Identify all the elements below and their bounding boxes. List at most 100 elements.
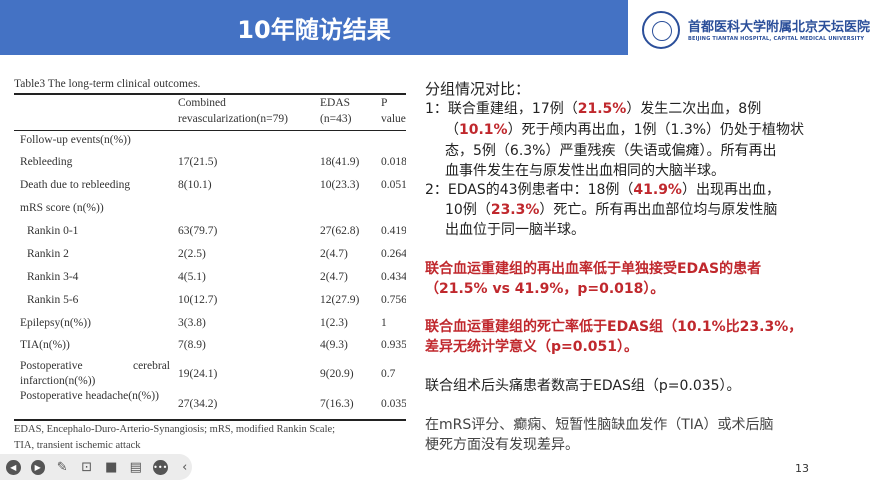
text-segment: （ — [445, 122, 459, 138]
text-line: 出血位于同一脑半球。 — [445, 219, 585, 239]
table-cell: 0.051 — [381, 179, 406, 191]
column-header: P — [381, 97, 388, 109]
text-segment: ）发生二次出血，8例 — [626, 101, 762, 117]
text-segment: 2：EDAS的43例患者中：18例（ — [425, 182, 634, 198]
table-cell: 4(5.1) — [178, 271, 206, 283]
table-cell: 10(12.7) — [178, 294, 218, 306]
table-cell: 2(4.7) — [320, 271, 348, 283]
highlight-text: （21.5% vs 41.9%，p=0.018）。 — [425, 281, 665, 297]
previous-icon[interactable]: ◀ — [6, 459, 21, 475]
text-line: 2：EDAS的43例患者中：18例（41.9%）出现再出血， — [425, 179, 780, 199]
text-segment: 血事件发生在与原发性出血相同的大脑半球。 — [445, 163, 725, 179]
table-cell: 1(2.3) — [320, 317, 348, 329]
text-segment: 态，5例（6.3%）严重残疾（失语或偏瘫）。所有再出 — [445, 143, 777, 159]
column-header: (n=43) — [320, 113, 352, 125]
table-cell: 3(3.8) — [178, 317, 206, 329]
row-label: Postoperative cerebral infarction(n(%)) — [20, 360, 170, 387]
outcomes-table: Table3 The long-term clinical outcomes. … — [0, 76, 406, 456]
text-line: 联合血运重建组的再出血率低于单独接受EDAS的患者 — [425, 258, 761, 278]
table-cell: 0.035 — [381, 398, 406, 410]
text-line: 在mRS评分、癫痫、短暂性脑缺血发作（TIA）或术后脑 — [425, 414, 774, 434]
table-cell: 0.264 — [381, 248, 406, 260]
row-label: Rankin 2 — [27, 248, 69, 260]
text-line: 梗死方面没有发现差异。 — [425, 434, 579, 454]
page-number: 13 — [795, 462, 809, 475]
text-segment: 梗死方面没有发现差异。 — [425, 437, 579, 453]
highlight-text: 21.5% — [577, 101, 627, 117]
text-line: （10.1%）死于颅内再出血，1例（1.3%）仍处于植物状 — [445, 119, 804, 139]
row-label: Epilepsy(n(%)) — [20, 317, 91, 329]
row-label: mRS score (n(%)) — [20, 202, 104, 214]
column-header: EDAS — [320, 97, 351, 109]
table-cell: 18(41.9) — [320, 156, 360, 168]
text-segment: 在mRS评分、癫痫、短暂性脑缺血发作（TIA）或术后脑 — [425, 417, 774, 433]
text-segment: ）出现再出血， — [681, 182, 780, 198]
table-cell: 0.756 — [381, 294, 406, 306]
table-footnote: EDAS, Encephalo-Duro-Arterio-Synangiosis… — [14, 424, 336, 435]
highlight-text: 差异无统计学意义（p=0.051）。 — [425, 339, 639, 355]
table-cell: 4(9.3) — [320, 339, 348, 351]
table-cell: 2(2.5) — [178, 248, 206, 260]
row-label: Death due to rebleeding — [20, 179, 131, 191]
seal-icon — [642, 11, 680, 49]
hospital-logo: 首都医科大学附属北京天坛医院 BEIJING TIANTAN HOSPITAL,… — [638, 8, 871, 53]
highlight-text: 10.1% — [459, 122, 508, 138]
table-cell: 7(8.9) — [178, 339, 206, 351]
table-cell: 9(20.9) — [320, 368, 354, 380]
table-cell: 0.419 — [381, 225, 406, 237]
text-line: 1：联合重建组，17例（21.5%）发生二次出血，8例 — [425, 98, 761, 118]
presentation-toolbar: ◀ ▶ ✎ ⊡ ■ ▤ ••• ‹ — [0, 454, 192, 480]
table-cell: 1 — [381, 317, 387, 329]
table-bottom-rule — [14, 419, 406, 421]
pen-icon[interactable]: ✎ — [56, 459, 68, 475]
title-bar: 10年随访结果 — [0, 0, 628, 55]
camera-icon[interactable]: ■ — [105, 459, 118, 475]
text-line: 差异无统计学意义（p=0.051）。 — [425, 336, 638, 356]
row-label: Rebleeding — [20, 156, 73, 168]
text-segment: 分组情况对比： — [425, 80, 531, 98]
text-line: 血事件发生在与原发性出血相同的大脑半球。 — [445, 160, 725, 180]
row-label: Rankin 0-1 — [27, 225, 79, 237]
table-title: Table3 The long-term clinical outcomes. — [14, 78, 201, 90]
text-line: 态，5例（6.3%）严重残疾（失语或偏瘫）。所有再出 — [445, 140, 776, 160]
slide-title: 10年随访结果 — [237, 16, 391, 44]
table-cell: 19(24.1) — [178, 368, 218, 380]
logo-name-en: BEIJING TIANTAN HOSPITAL, CAPITAL MEDICA… — [688, 36, 865, 42]
text-line: 10例（23.3%）死亡。所有再出血部位均与原发性脑 — [445, 199, 777, 219]
focus-icon[interactable]: ⊡ — [81, 459, 93, 475]
row-label: Follow-up events(n(%)) — [20, 134, 131, 146]
row-label: Postoperative headache(n(%)) — [20, 390, 159, 402]
table-header-rule — [14, 130, 406, 131]
text-segment: ）死于颅内再出血，1例（1.3%）仍处于植物状 — [507, 122, 805, 138]
table-cell: 2(4.7) — [320, 248, 348, 260]
column-header: revascularization(n=79) — [178, 113, 288, 125]
table-cell: 27(62.8) — [320, 225, 360, 237]
text-segment: 出血位于同一脑半球。 — [445, 222, 585, 238]
row-label: TIA(n(%)) — [20, 339, 70, 351]
highlight-text: 联合血运重建组的再出血率低于单独接受EDAS的患者 — [425, 261, 762, 277]
highlight-text: 联合血运重建组的死亡率低于EDAS组（10.1%比23.3%， — [425, 319, 803, 335]
more-icon[interactable]: ••• — [153, 459, 168, 475]
row-label: Rankin 5-6 — [27, 294, 79, 306]
highlight-text: 23.3% — [490, 202, 540, 218]
table-cell: 8(10.1) — [178, 179, 212, 191]
table-top-rule — [14, 93, 406, 95]
table-cell: 17(21.5) — [178, 156, 218, 168]
logo-name-cn: 首都医科大学附属北京天坛医院 — [688, 20, 871, 35]
text-line: （21.5% vs 41.9%，p=0.018）。 — [425, 278, 664, 298]
collapse-icon[interactable]: ‹ — [182, 459, 188, 475]
comment-icon[interactable]: ▤ — [129, 459, 142, 475]
next-icon[interactable]: ▶ — [30, 459, 45, 475]
text-segment: 联合组术后头痛患者数高于EDAS组（p=0.035）。 — [425, 378, 741, 394]
highlight-text: 41.9% — [633, 182, 682, 198]
table-cell: 0.434 — [381, 271, 406, 283]
text-segment: ）死亡。所有再出血部位均与原发性脑 — [539, 202, 778, 218]
text-line: 分组情况对比： — [425, 78, 530, 99]
table-cell: 0.7 — [381, 368, 396, 380]
column-header: value — [381, 113, 406, 125]
table-cell: 63(79.7) — [178, 225, 218, 237]
text-line: 联合组术后头痛患者数高于EDAS组（p=0.035）。 — [425, 375, 741, 395]
row-label: Rankin 3-4 — [27, 271, 79, 283]
table-footnote: TIA, transient ischemic attack — [14, 440, 141, 451]
text-segment: 10例（ — [445, 202, 491, 218]
